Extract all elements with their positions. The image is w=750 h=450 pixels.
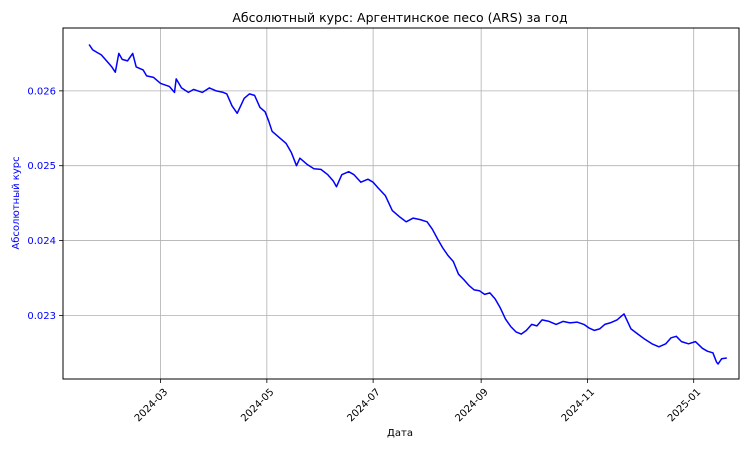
x-tick-label: 2024-07 (345, 387, 382, 424)
tick-labels: 2024-03 2024-05 2024-07 2024-09 2024-11 2025-… (27, 86, 703, 424)
series-line (88, 44, 727, 365)
grid (63, 28, 739, 379)
y-axis-label: Абсолютный курс (11, 156, 22, 249)
y-tick-label: 0.024 (27, 236, 56, 247)
plot-area (62, 27, 740, 380)
x-axis-label: Дата (387, 428, 413, 439)
y-tick-label: 0.026 (27, 86, 56, 97)
x-tick-label: 2024-05 (239, 387, 276, 424)
chart-title: Абсолютный курс: Аргентинское песо (ARS)… (232, 10, 567, 25)
x-tick-label: 2024-03 (133, 387, 170, 424)
x-tick-label: 2025-01 (666, 387, 703, 424)
y-tick-label: 0.023 (27, 311, 56, 322)
x-tick-label: 2024-09 (453, 387, 490, 424)
axis-ticks (59, 90, 695, 383)
y-tick-label: 0.025 (27, 161, 56, 172)
x-tick-label: 2024-11 (560, 387, 597, 424)
